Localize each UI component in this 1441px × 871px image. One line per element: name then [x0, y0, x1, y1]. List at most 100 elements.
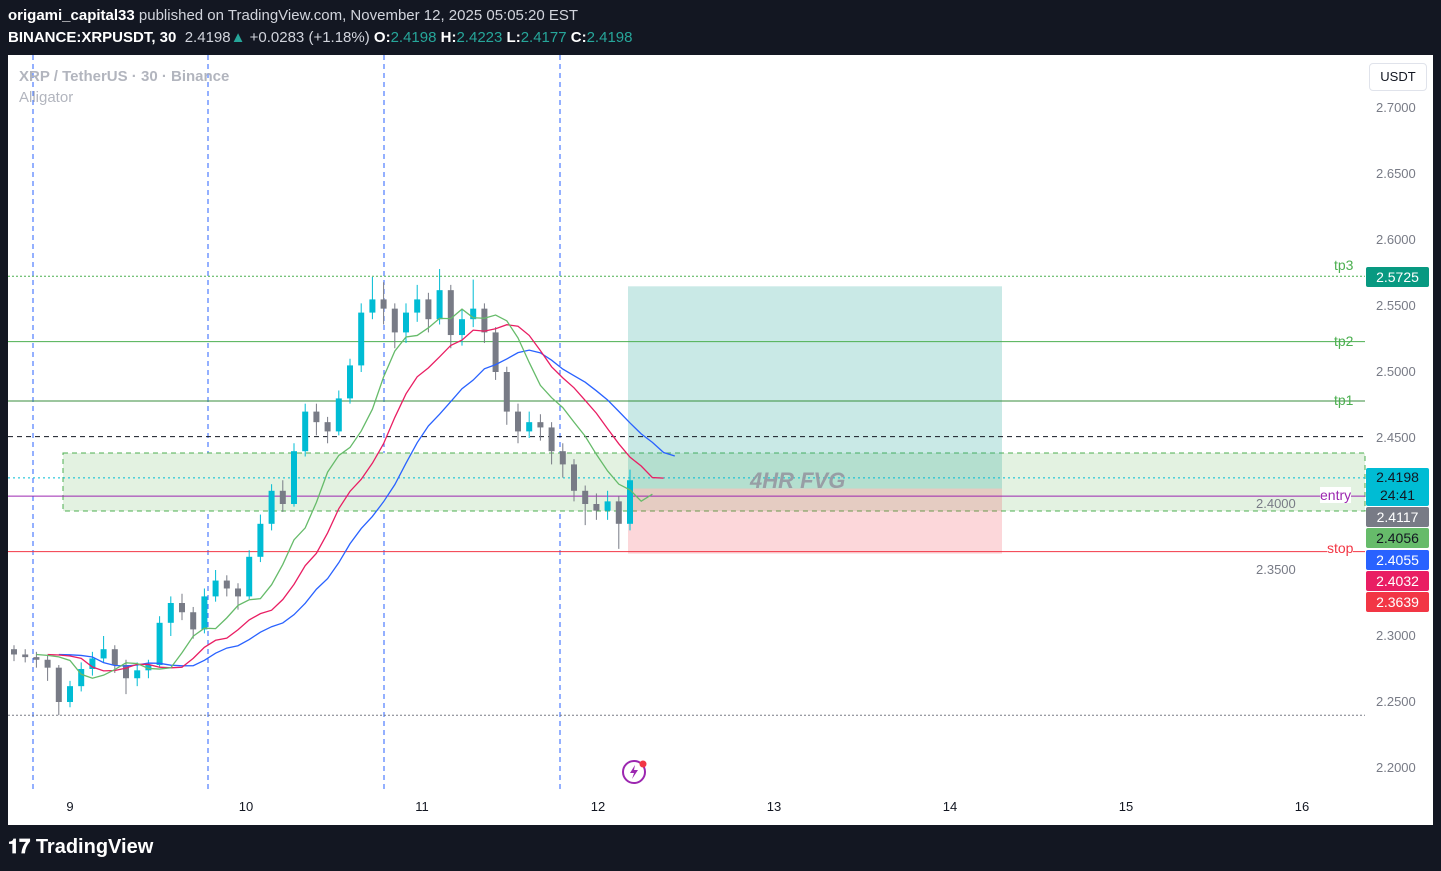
- time-tick: 13: [766, 799, 782, 814]
- low-label: L:: [506, 29, 521, 46]
- price-label: 2.5725: [1366, 267, 1429, 287]
- candle-body: [22, 654, 29, 658]
- price-tick: 2.3500: [1256, 562, 1296, 577]
- candle-body: [481, 308, 488, 333]
- candle-body: [201, 596, 208, 630]
- alligator-teeth: [47, 324, 664, 672]
- candle-body: [537, 422, 544, 428]
- time-tick: 14: [942, 799, 958, 814]
- price-tick: 2.6000: [1376, 232, 1416, 247]
- candle-body: [391, 308, 398, 333]
- candle-body: [67, 686, 73, 702]
- time-tick: 12: [590, 799, 606, 814]
- price-tick: 2.7000: [1376, 100, 1416, 115]
- alligator-lips: [36, 308, 653, 679]
- price-tick: 2.5000: [1376, 364, 1416, 379]
- candle-body: [111, 649, 118, 666]
- published-text: published on TradingView.com, November 1…: [138, 7, 579, 24]
- candle-body: [235, 588, 241, 597]
- time-tick: 9: [66, 799, 74, 814]
- candle-body: [582, 490, 589, 504]
- candle-body: [335, 398, 342, 432]
- candle-body: [436, 290, 443, 320]
- price-tick: 2.3000: [1376, 628, 1416, 643]
- candle-body: [279, 490, 286, 504]
- price-label: 2.4055: [1366, 550, 1429, 570]
- high-label: H:: [440, 29, 457, 46]
- candle-body: [11, 649, 17, 655]
- candle-body: [503, 372, 510, 412]
- chart-canvas[interactable]: [8, 55, 1433, 825]
- candle-body: [44, 659, 51, 668]
- time-tick: 16: [1294, 799, 1310, 814]
- candle-body: [548, 427, 555, 452]
- candle-body: [313, 411, 320, 423]
- publish-info: origami_capital33 published on TradingVi…: [8, 7, 578, 24]
- candle-body: [190, 612, 197, 630]
- candle-body: [470, 308, 477, 320]
- price-tick: 2.6500: [1376, 166, 1416, 181]
- symbol: BINANCE:XRPUSDT, 30: [8, 29, 177, 46]
- price-label: 2.3639: [1366, 592, 1429, 612]
- candle-body: [257, 523, 264, 557]
- tradingview-logo[interactable]: 𝟏𝟕 TradingView: [8, 836, 153, 859]
- candle-body: [593, 504, 600, 511]
- tp3-label: tp3: [1334, 257, 1354, 273]
- legend-indicator[interactable]: Alligator: [19, 89, 74, 106]
- stop-zone: [628, 488, 1002, 554]
- candle-body: [615, 501, 622, 524]
- open-value: 2.4198: [390, 29, 437, 46]
- price-tick: 2.4500: [1376, 430, 1416, 445]
- open-label: O:: [373, 29, 391, 46]
- close-label: C:: [570, 29, 587, 46]
- candle-body: [425, 299, 432, 320]
- fvg-label: 4HR FVG: [750, 468, 846, 493]
- candle-body: [571, 464, 577, 491]
- candle-body: [447, 290, 454, 336]
- tv-icon: 𝟏𝟕: [8, 836, 31, 858]
- high-value: 2.4223: [456, 29, 503, 46]
- time-tick: 15: [1118, 799, 1134, 814]
- candle-body: [324, 422, 331, 432]
- candle-body: [347, 365, 353, 399]
- time-tick: 10: [238, 799, 254, 814]
- stop-label: stop: [1327, 540, 1354, 556]
- candle-body: [78, 669, 85, 687]
- candle-body: [33, 657, 40, 660]
- candle-body: [179, 603, 185, 613]
- candle-body: [123, 665, 129, 679]
- candle-body: [627, 480, 633, 524]
- candle-body: [302, 411, 309, 452]
- legend-title[interactable]: XRP / TetherUS · 30 · Binance: [19, 68, 230, 85]
- logo-text: TradingView: [35, 836, 154, 858]
- lightning-icon[interactable]: [620, 757, 650, 787]
- up-arrow-icon: ▲: [230, 29, 246, 46]
- price-tick: 2.4000: [1256, 496, 1296, 511]
- close-value: 2.4198: [586, 29, 633, 46]
- candle-body: [492, 332, 499, 372]
- time-tick: 11: [415, 799, 429, 814]
- currency-button[interactable]: USDT: [1369, 63, 1427, 91]
- candle-body: [291, 451, 297, 504]
- price-label: 2.4198 24:41: [1366, 468, 1429, 506]
- candle-body: [156, 622, 163, 666]
- price-label: 2.4056: [1366, 528, 1429, 548]
- price-tick: 2.5500: [1376, 298, 1416, 313]
- candle-body: [358, 312, 365, 366]
- candle-body: [212, 580, 219, 597]
- candle-body: [403, 312, 409, 333]
- entry-label: entry: [1320, 487, 1352, 503]
- candle-body: [100, 649, 107, 659]
- candle-body: [369, 299, 376, 313]
- candle-body: [246, 556, 253, 597]
- candle-body: [167, 603, 174, 623]
- candle-body: [559, 451, 566, 465]
- candle-body: [89, 658, 96, 669]
- tp1-label: tp1: [1334, 392, 1354, 408]
- chart-pane[interactable]: XRP / TetherUS · 30 · Binance Alligator …: [8, 55, 1433, 825]
- price-tick: 2.2500: [1376, 694, 1416, 709]
- candle-body: [55, 667, 62, 702]
- candle-body: [515, 411, 521, 432]
- author[interactable]: origami_capital33: [8, 7, 135, 24]
- symbol-info: BINANCE:XRPUSDT, 30 2.4198▲ +0.0283 (+1.…: [8, 29, 632, 46]
